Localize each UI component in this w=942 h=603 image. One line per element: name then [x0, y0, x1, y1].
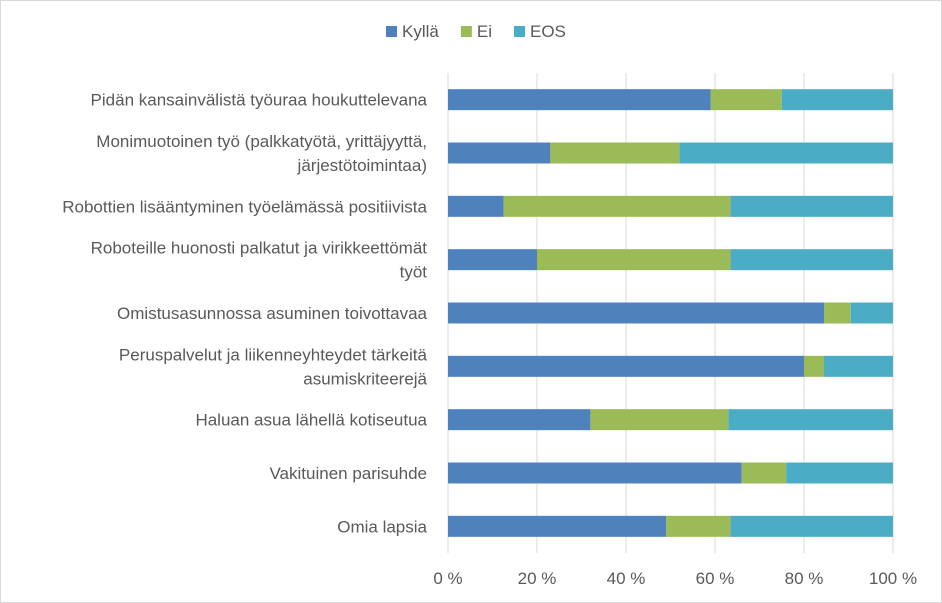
x-tick-label: 80 % [785, 569, 824, 588]
x-tick-label: 100 % [869, 569, 917, 588]
bar-segment-eos [728, 409, 893, 431]
bar-segment-kyll- [448, 355, 804, 377]
bar-segment-kyll- [448, 249, 537, 271]
category-labels: Pidän kansainvälistä työuraa houkuttelev… [62, 91, 427, 537]
bar-segment-kyll- [448, 89, 711, 111]
category-label: Omistusasunnossa asuminen toivottavaa [117, 304, 427, 323]
legend-swatch [386, 26, 397, 37]
bar-segment-ei [710, 89, 782, 111]
category-label: Monimuotoinen työ (palkkatyötä, yrittäjy… [96, 132, 427, 151]
bar-segment-eos [781, 89, 893, 111]
bar-segment-eos [730, 249, 893, 271]
bar-segment-ei [741, 462, 787, 484]
bar-segment-ei [550, 142, 680, 164]
bar-segment-kyll- [448, 142, 551, 164]
x-tick-label: 0 % [433, 569, 462, 588]
bar-segment-ei [537, 249, 731, 271]
bar-segment-kyll- [448, 462, 742, 484]
category-label: Omia lapsia [337, 517, 427, 536]
bar-segment-kyll- [448, 409, 591, 431]
bar-segment-ei [666, 515, 731, 537]
bar-segment-eos [679, 142, 893, 164]
legend-label: EOS [530, 22, 566, 41]
bar-segment-eos [730, 195, 893, 217]
bar-segment-kyll- [448, 302, 825, 324]
x-tick-label: 40 % [607, 569, 646, 588]
legend-label: Ei [477, 22, 492, 41]
category-label: Peruspalvelut ja liikenneyhteydet tärkei… [119, 345, 428, 364]
bar-segment-eos [786, 462, 893, 484]
bar-segment-ei [590, 409, 729, 431]
x-tick-label: 60 % [696, 569, 735, 588]
bar-segment-eos [824, 355, 893, 377]
legend: Kyllä Ei EOS [386, 22, 566, 41]
bar-segment-kyll- [448, 515, 667, 537]
bar-segment-ei [804, 355, 825, 377]
bar-segment-eos [850, 302, 893, 324]
bar-segment-eos [730, 515, 893, 537]
category-label: järjestötoimintaa) [297, 156, 427, 175]
category-label: asumiskriteerejä [303, 369, 427, 388]
bar-segment-ei [824, 302, 851, 324]
bars [448, 89, 893, 537]
x-tick-label: 20 % [518, 569, 557, 588]
legend-swatch [460, 26, 472, 37]
category-label: Vakituinen parisuhde [269, 464, 427, 483]
category-label: Robottien lisääntyminen työelämässä posi… [62, 197, 427, 216]
bar-segment-ei [503, 195, 731, 217]
x-axis-ticks: 0 % 20 % 40 % 60 % 80 % 100 % [433, 569, 917, 588]
legend-swatch [513, 26, 525, 37]
category-label: Pidän kansainvälistä työuraa houkuttelev… [91, 91, 428, 110]
legend-label: Kyllä [402, 22, 439, 41]
bar-segment-kyll- [448, 195, 504, 217]
category-label: Haluan asua lähellä kotiseutua [195, 411, 427, 430]
category-label: työt [400, 263, 428, 282]
category-label: Roboteille huonosti palkatut ja virikkee… [91, 239, 428, 258]
